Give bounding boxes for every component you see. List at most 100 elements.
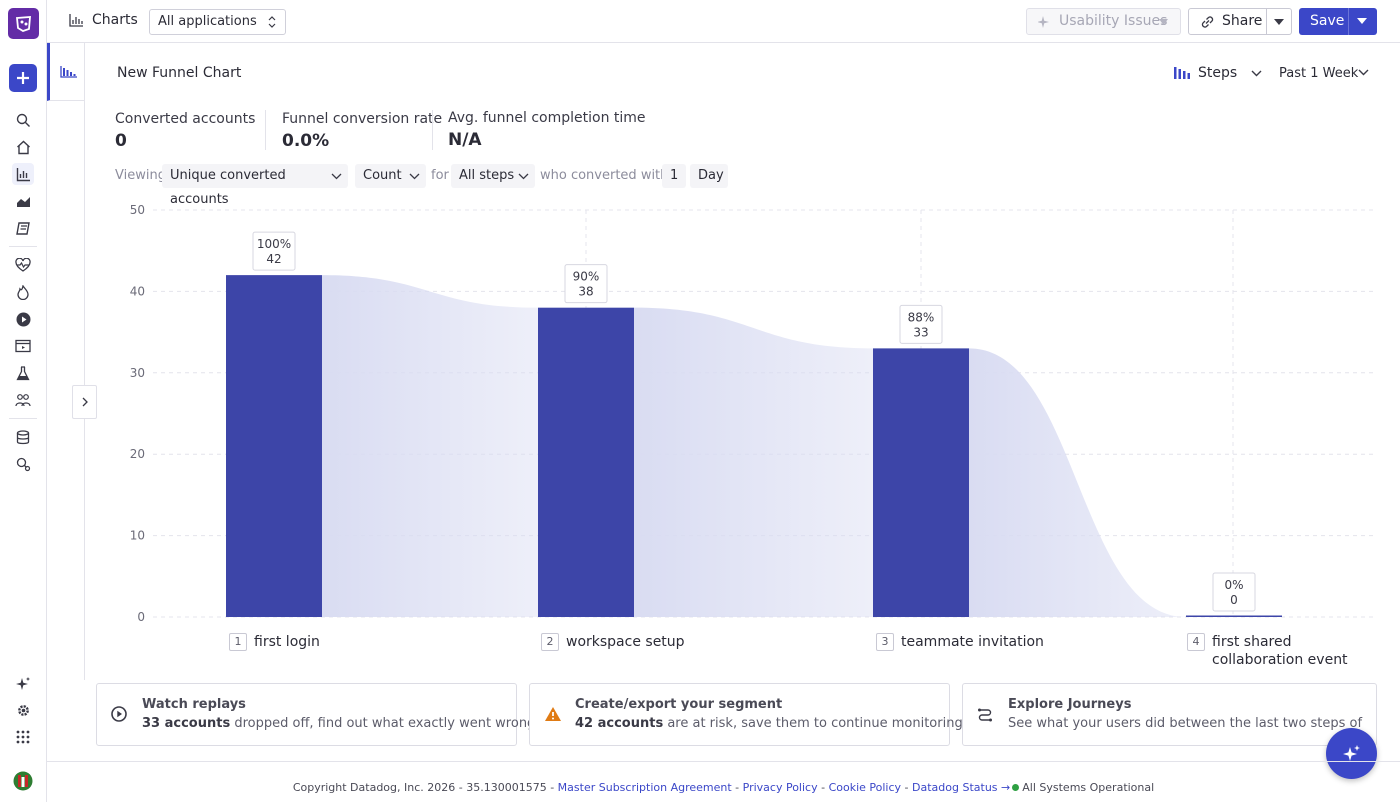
new-item-button[interactable] [9, 64, 37, 92]
heartbeat-icon[interactable] [12, 254, 34, 276]
bar-value-box [899, 304, 943, 344]
time-range-dropdown[interactable]: Past 1 Week [1279, 66, 1369, 81]
flame-icon[interactable] [12, 281, 34, 303]
usability-issues-label: Usability Issues [1059, 13, 1168, 29]
users-group-icon[interactable] [12, 389, 34, 411]
y-tick-label: 10 [130, 529, 145, 543]
caret-down-icon[interactable] [1274, 19, 1284, 25]
card-description: 42 accounts are at risk, save them to co… [575, 716, 963, 731]
gear-icon[interactable] [12, 699, 34, 721]
browser-window-icon[interactable] [12, 335, 34, 357]
sparkle-icon[interactable] [12, 672, 34, 694]
funnel-chart-tab[interactable] [47, 43, 85, 101]
charts-icon [69, 14, 83, 27]
journey-path-icon [978, 708, 992, 722]
funnel-bar[interactable] [873, 348, 969, 617]
funnel-bar[interactable] [226, 275, 322, 617]
aggregation-select[interactable]: Count [355, 164, 426, 188]
chevron-down-icon [1251, 70, 1262, 76]
footer-sep: - [817, 781, 829, 794]
window-unit-value: Day [698, 168, 724, 183]
card-description: See what your users did between the last… [1008, 716, 1363, 731]
status-dot [1012, 784, 1020, 791]
warning-icon [545, 707, 561, 721]
bar-value-label: 42 [266, 252, 281, 266]
funnel-bars-icon [60, 66, 77, 78]
step-name-label[interactable]: workspace setup [566, 634, 685, 650]
datadog-logo-icon[interactable] [8, 8, 39, 39]
notebook-icon[interactable] [12, 217, 34, 239]
chart-list-rail [47, 43, 85, 680]
steps-scope-select[interactable]: All steps [451, 164, 535, 188]
window-unit-select[interactable]: Day [690, 164, 728, 188]
window-count-value: 1 [670, 168, 679, 183]
funnel-flow-area [969, 348, 1186, 617]
card-title: Create/export your segment [575, 697, 783, 712]
area-chart-icon[interactable] [12, 190, 34, 212]
y-tick-label: 30 [130, 366, 145, 380]
share-button[interactable]: Share [1188, 8, 1292, 35]
status-link[interactable]: Datadog Status → [912, 781, 1011, 794]
window-count-input[interactable]: 1 [662, 164, 686, 188]
privacy-link[interactable]: Privacy Policy [742, 781, 818, 794]
save-label: Save [1310, 13, 1345, 29]
charts-icon[interactable] [12, 163, 34, 185]
watch-replays-card[interactable]: Watch replays 33 accounts dropped off, f… [96, 683, 535, 746]
database-icon[interactable] [12, 426, 34, 448]
card-count: 42 accounts [575, 716, 664, 731]
kpi-conversion-rate: Funnel conversion rate 0.0% [282, 111, 442, 151]
apps-grid-icon[interactable] [12, 726, 34, 748]
msa-link[interactable]: Master Subscription Agreement [557, 781, 732, 794]
play-circle-icon[interactable] [12, 308, 34, 330]
steps-label: Steps [1198, 65, 1238, 81]
expand-panel-button[interactable] [72, 385, 97, 419]
application-select-value: All applications [158, 14, 257, 29]
rail-divider [9, 418, 37, 419]
step-number-badge: 1 [229, 633, 247, 651]
explore-journeys-card[interactable]: Explore Journeys See what your users did… [962, 683, 1377, 746]
chart-title[interactable]: New Funnel Chart [117, 65, 242, 81]
share-divider [1266, 9, 1267, 34]
time-range-label: Past 1 Week [1279, 66, 1359, 81]
left-nav-rail [0, 0, 47, 802]
steps-scope-value: All steps [459, 168, 515, 183]
home-icon[interactable] [12, 136, 34, 158]
funnel-bar[interactable] [538, 307, 634, 617]
step-number-badge: 2 [541, 633, 559, 651]
search-settings-icon[interactable] [12, 453, 34, 475]
section-title: Charts [92, 12, 138, 28]
save-button[interactable]: Save [1299, 8, 1377, 35]
up-down-chevron-icon [268, 16, 276, 28]
bar-value-box [1212, 572, 1256, 612]
kpi-completion-time: Avg. funnel completion time N/A [448, 110, 646, 150]
flask-icon[interactable] [12, 362, 34, 384]
bar-value-box [252, 231, 296, 271]
cookie-link[interactable]: Cookie Policy [828, 781, 902, 794]
step-name-label[interactable]: first login [254, 634, 320, 650]
top-bar: Charts All applications Usability Issues… [47, 0, 1400, 43]
step-number-badge: 4 [1187, 633, 1205, 651]
save-divider [1348, 8, 1349, 35]
application-select[interactable]: All applications [149, 9, 286, 35]
bar-value-box [564, 264, 608, 304]
step-name-label[interactable]: teammate invitation [901, 634, 1044, 650]
measure-select[interactable]: Unique converted accounts [162, 164, 348, 207]
caret-down-icon [1159, 19, 1168, 25]
bar-percent-label: 100% [257, 237, 291, 251]
viewing-label: Viewing [115, 168, 166, 183]
bar-percent-label: 88% [908, 310, 935, 324]
usability-issues-button[interactable]: Usability Issues [1026, 8, 1181, 35]
funnel-bar[interactable] [1186, 615, 1282, 618]
kpi-label: Avg. funnel completion time [448, 110, 646, 126]
kpi-value: N/A [448, 130, 482, 150]
kpi-value: 0.0% [282, 131, 330, 151]
footer-sep: - [731, 781, 743, 794]
ai-assistant-button[interactable] [1326, 728, 1377, 779]
caret-down-icon[interactable] [1357, 18, 1367, 24]
steps-dropdown[interactable]: Steps [1174, 65, 1262, 81]
search-icon[interactable] [12, 109, 34, 131]
user-avatar[interactable] [12, 770, 34, 792]
step-name-label[interactable]: first shared collaboration event [1212, 634, 1348, 668]
export-segment-card[interactable]: Create/export your segment 42 accounts a… [529, 683, 963, 746]
